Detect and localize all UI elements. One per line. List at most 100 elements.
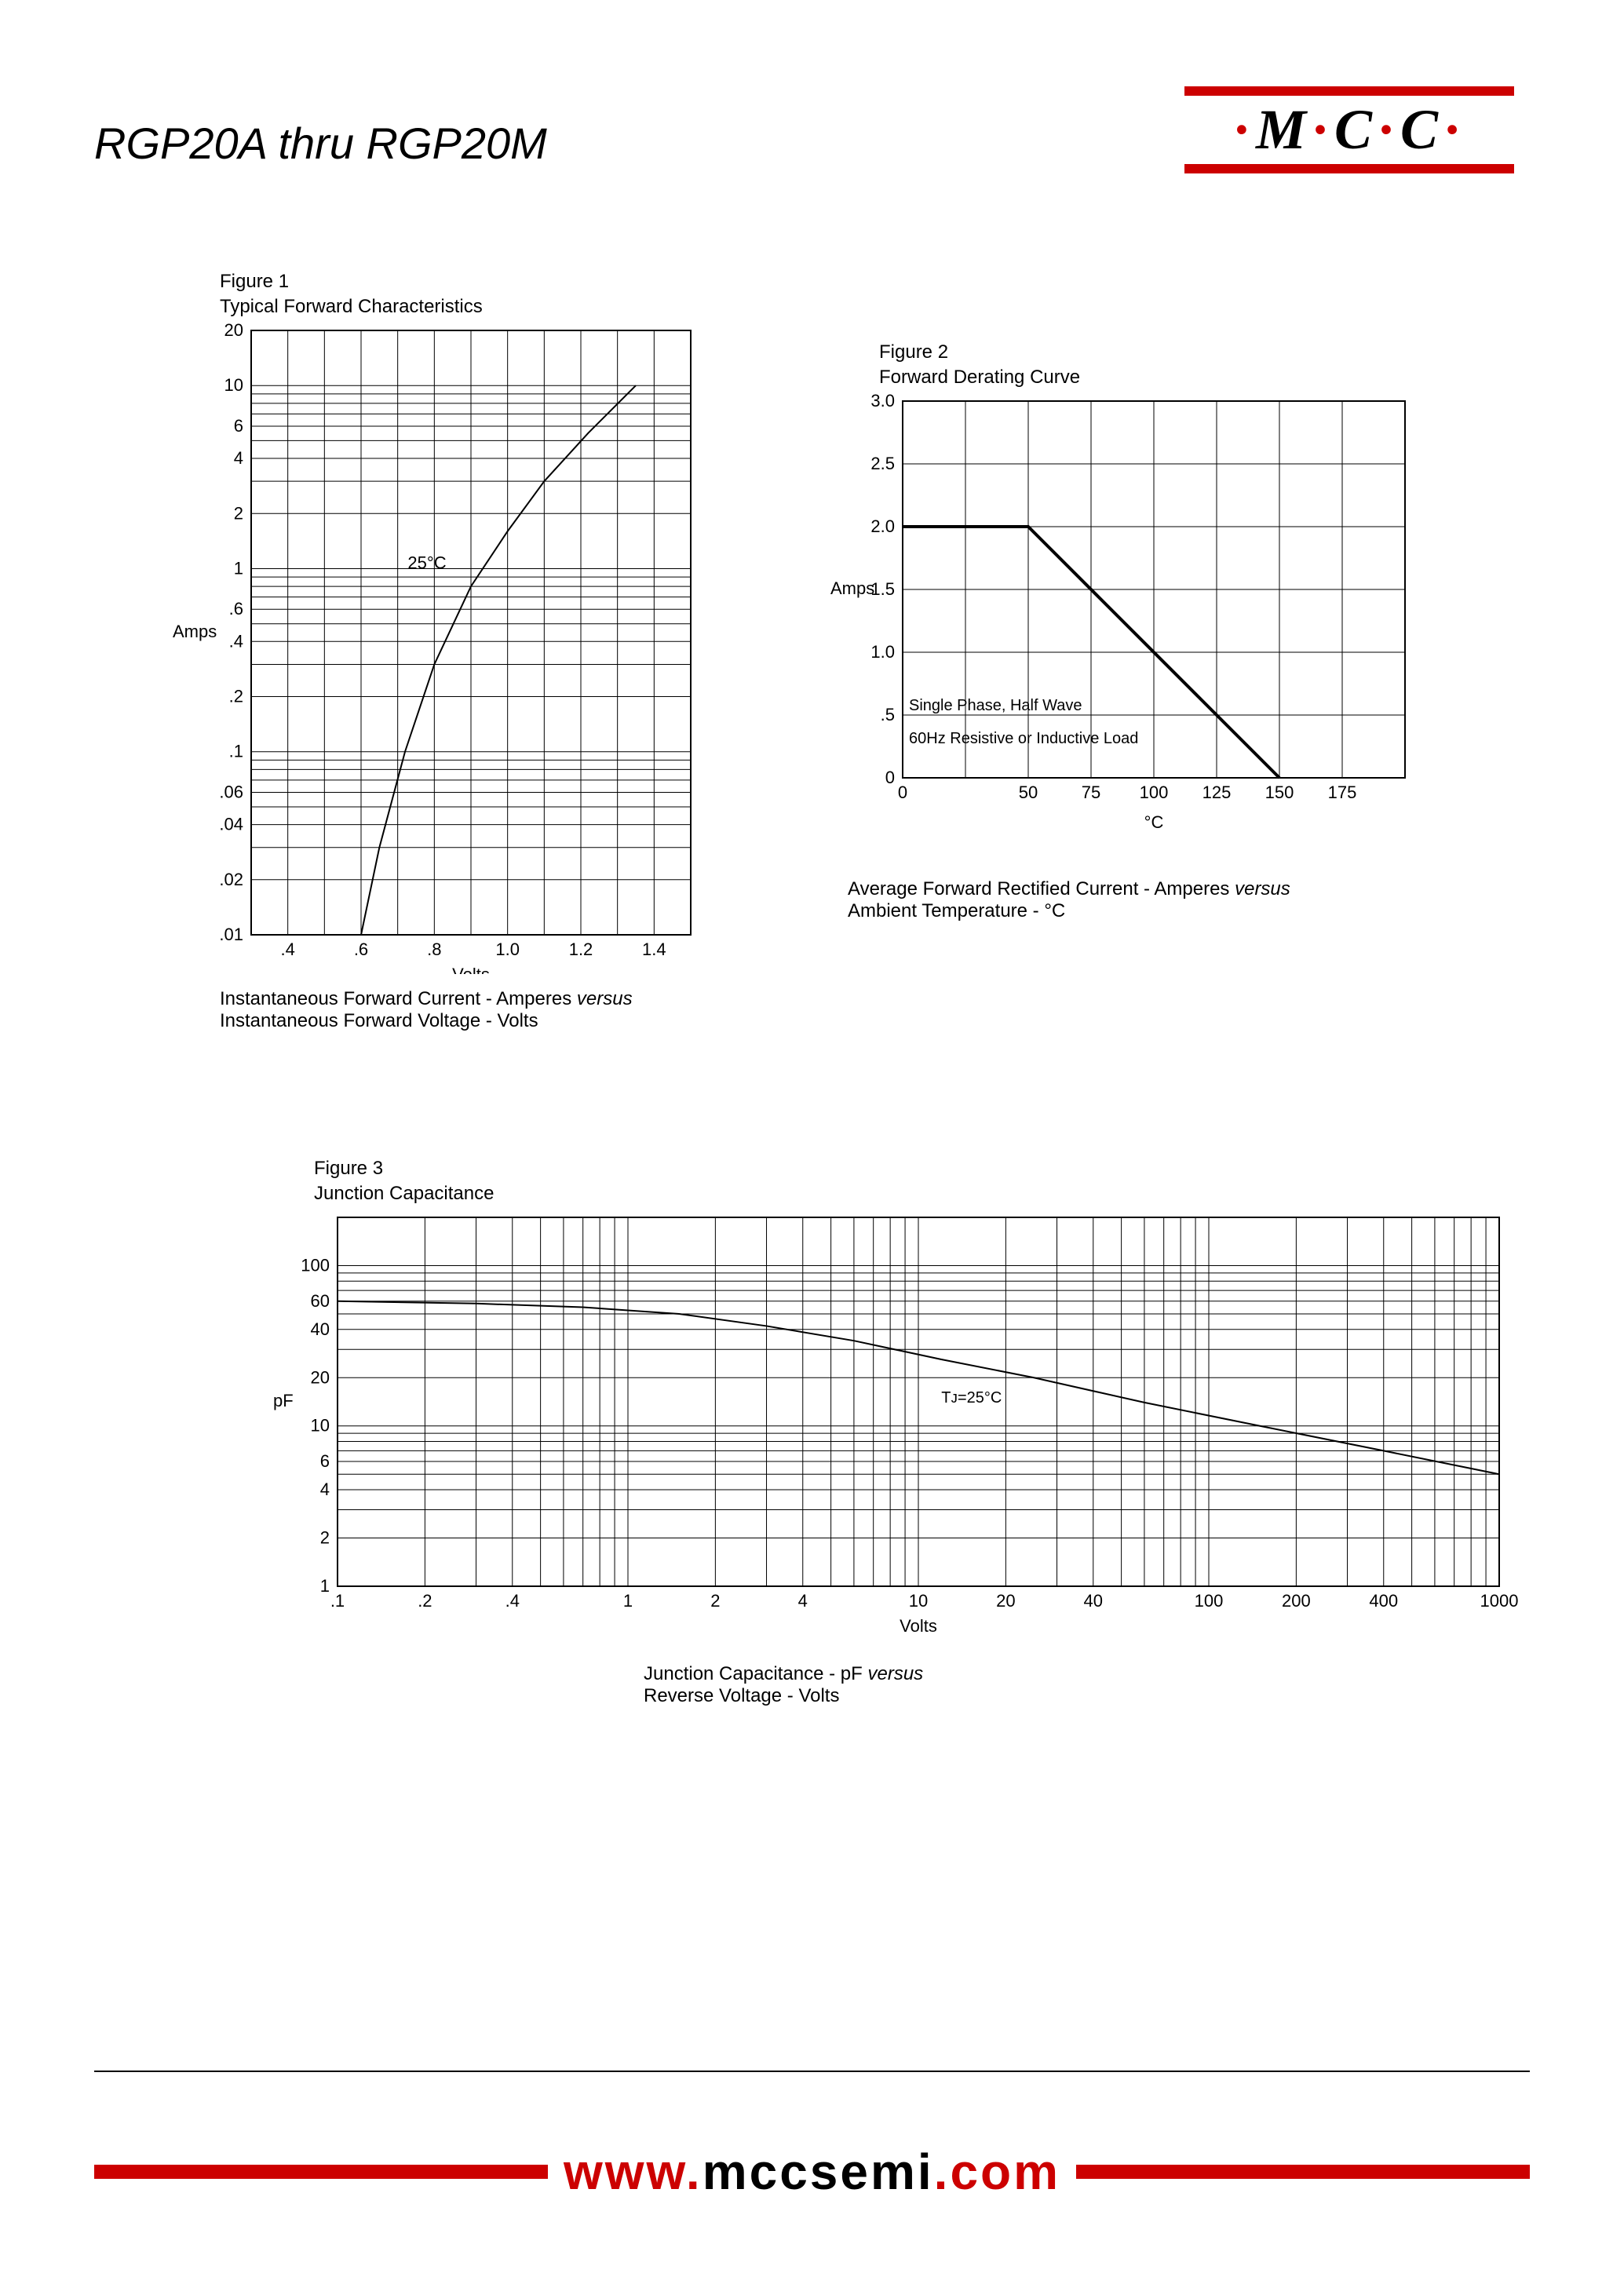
svg-text:1: 1 bbox=[234, 558, 243, 578]
svg-text:.2: .2 bbox=[229, 687, 243, 706]
svg-text:Tᴊ=25°C: Tᴊ=25°C bbox=[941, 1389, 1002, 1407]
svg-text:0: 0 bbox=[898, 783, 907, 802]
svg-text:20: 20 bbox=[996, 1591, 1015, 1611]
figure1-caption-l2: Instantaneous Forward Voltage - Volts bbox=[220, 1010, 538, 1031]
svg-text:2: 2 bbox=[710, 1591, 720, 1611]
svg-text:.04: .04 bbox=[219, 815, 243, 834]
figure1-block: Figure 1 Typical Forward Characteristics… bbox=[157, 271, 722, 1032]
svg-text:125: 125 bbox=[1202, 783, 1232, 802]
footer-bar-left bbox=[94, 2165, 548, 2179]
svg-text:40: 40 bbox=[311, 1319, 330, 1339]
footer-url-prefix: www. bbox=[564, 2144, 703, 2200]
logo-bar-bottom bbox=[1184, 164, 1514, 173]
svg-text:1.2: 1.2 bbox=[569, 940, 593, 959]
figure3-subtitle: Junction Capacitance bbox=[314, 1183, 1530, 1205]
svg-text:.4: .4 bbox=[280, 940, 294, 959]
svg-text:200: 200 bbox=[1282, 1591, 1311, 1611]
svg-text:10: 10 bbox=[224, 375, 243, 395]
svg-text:1000: 1000 bbox=[1480, 1591, 1519, 1611]
svg-text:6: 6 bbox=[320, 1451, 330, 1471]
footer-bar-right bbox=[1076, 2165, 1530, 2179]
svg-text:100: 100 bbox=[1140, 783, 1169, 802]
figure2-subtitle: Forward Derating Curve bbox=[879, 367, 1460, 389]
svg-text:4: 4 bbox=[320, 1480, 330, 1499]
figure3-caption-l1: Junction Capacitance - pF bbox=[644, 1663, 863, 1684]
svg-text:.6: .6 bbox=[354, 940, 368, 959]
footer-rule bbox=[94, 2071, 1530, 2072]
svg-text:175: 175 bbox=[1328, 783, 1357, 802]
svg-text:4: 4 bbox=[798, 1591, 808, 1611]
figure3-block: Figure 3 Junction Capacitance .1 .2 .4 1 2 4 1… bbox=[251, 1158, 1530, 1707]
svg-text:60Hz Resistive or Inductive Lo: 60Hz Resistive or Inductive Load bbox=[909, 730, 1138, 747]
footer-url-suffix: .com bbox=[934, 2144, 1060, 2200]
svg-text:20: 20 bbox=[311, 1367, 330, 1387]
svg-text:1: 1 bbox=[320, 1576, 330, 1596]
svg-text:1.4: 1.4 bbox=[642, 940, 666, 959]
svg-text:10: 10 bbox=[909, 1591, 928, 1611]
figure3-caption-vs: versus bbox=[867, 1663, 923, 1684]
page-title: RGP20A thru RGP20M bbox=[94, 118, 547, 169]
svg-text:100: 100 bbox=[1195, 1591, 1224, 1611]
svg-text:pF: pF bbox=[273, 1391, 294, 1410]
svg-text:.2: .2 bbox=[418, 1591, 432, 1611]
svg-text:.8: .8 bbox=[427, 940, 441, 959]
figure2-chart: 050751001251501750.51.01.52.02.53.0°CAmp… bbox=[816, 393, 1460, 864]
svg-text:.4: .4 bbox=[505, 1591, 520, 1611]
svg-text:25°C: 25°C bbox=[407, 553, 446, 572]
figure1-chart: .4 .6 .8 1.0 1.2 1.4 .01 .02 .04 .06 .1 .2 .4 .6 1 2 4 6 1… bbox=[157, 323, 722, 974]
svg-text:2: 2 bbox=[234, 503, 243, 523]
svg-text:60: 60 bbox=[311, 1291, 330, 1311]
logo-text: ·M·C·C· bbox=[1184, 96, 1514, 164]
svg-text:.06: .06 bbox=[219, 782, 243, 801]
svg-text:0: 0 bbox=[885, 768, 895, 787]
svg-text:1.0: 1.0 bbox=[495, 940, 520, 959]
figure1-caption-l1: Instantaneous Forward Current - Amperes bbox=[220, 988, 571, 1009]
svg-text:Amps: Amps bbox=[173, 622, 217, 641]
svg-text:4: 4 bbox=[234, 448, 243, 468]
svg-text:.1: .1 bbox=[229, 742, 243, 761]
figure2-title: Figure 2 bbox=[879, 341, 1460, 363]
figure2-caption: Average Forward Rectified Current - Ampe… bbox=[848, 878, 1460, 922]
svg-text:.1: .1 bbox=[330, 1591, 345, 1611]
figure1-subtitle: Typical Forward Characteristics bbox=[220, 296, 722, 318]
svg-text:2.5: 2.5 bbox=[870, 454, 895, 473]
logo-bar-top bbox=[1184, 86, 1514, 96]
figure3-chart: .1 .2 .4 1 2 4 10 20 40 100 200 400 1000 1 2 4 6 10 20 40 60… bbox=[251, 1210, 1546, 1649]
svg-text:75: 75 bbox=[1082, 783, 1100, 802]
figure3-caption-l2: Reverse Voltage - Volts bbox=[644, 1685, 839, 1706]
svg-text:.01: .01 bbox=[219, 925, 243, 944]
svg-text:150: 150 bbox=[1265, 783, 1294, 802]
svg-text:°C: °C bbox=[1144, 812, 1164, 832]
figure2-caption-l1: Average Forward Rectified Current - Ampe… bbox=[848, 878, 1229, 899]
svg-text:.02: .02 bbox=[219, 870, 243, 889]
figure1-caption: Instantaneous Forward Current - Amperes … bbox=[220, 988, 722, 1032]
svg-text:Volts: Volts bbox=[900, 1616, 937, 1636]
svg-text:2.0: 2.0 bbox=[870, 516, 895, 536]
figure2-caption-vs: versus bbox=[1235, 878, 1290, 899]
svg-text:400: 400 bbox=[1369, 1591, 1398, 1611]
svg-text:Volts: Volts bbox=[452, 965, 490, 974]
svg-text:6: 6 bbox=[234, 416, 243, 436]
figure1-title: Figure 1 bbox=[220, 271, 722, 293]
svg-text:.4: .4 bbox=[229, 631, 243, 651]
footer-banner: www.mccsemi.com bbox=[94, 2143, 1530, 2201]
svg-text:100: 100 bbox=[301, 1255, 330, 1275]
figure2-caption-l2: Ambient Temperature - °C bbox=[848, 900, 1065, 921]
logo: ·M·C·C· // interleave dots — simpler to … bbox=[1184, 86, 1514, 173]
svg-text:10: 10 bbox=[311, 1416, 330, 1436]
svg-text:40: 40 bbox=[1084, 1591, 1103, 1611]
svg-text:Single Phase, Half Wave: Single Phase, Half Wave bbox=[909, 697, 1082, 714]
svg-text:.5: .5 bbox=[881, 705, 895, 724]
svg-text:1: 1 bbox=[623, 1591, 633, 1611]
footer-url-mid: mccsemi bbox=[703, 2144, 934, 2200]
charts-top-row: Figure 1 Typical Forward Characteristics… bbox=[157, 271, 1530, 1032]
svg-text:20: 20 bbox=[224, 323, 243, 340]
svg-text:.6: .6 bbox=[229, 599, 243, 618]
svg-text:50: 50 bbox=[1019, 783, 1038, 802]
svg-text:Amps: Amps bbox=[830, 578, 874, 598]
figure3-title: Figure 3 bbox=[314, 1158, 1530, 1180]
figure3-caption: Junction Capacitance - pF versus Reverse… bbox=[644, 1663, 1530, 1707]
svg-text:2: 2 bbox=[320, 1528, 330, 1548]
footer-url: www.mccsemi.com bbox=[564, 2143, 1060, 2201]
footer: www.mccsemi.com bbox=[94, 2071, 1530, 2201]
